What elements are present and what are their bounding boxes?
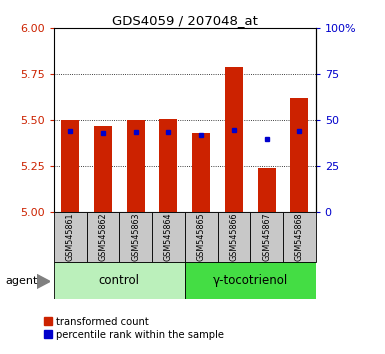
Bar xyxy=(192,133,210,212)
Polygon shape xyxy=(37,274,50,289)
Bar xyxy=(94,126,112,212)
Text: GSM545865: GSM545865 xyxy=(197,213,206,262)
Bar xyxy=(258,168,276,212)
Bar xyxy=(54,262,185,299)
Bar xyxy=(185,212,218,262)
Text: agent: agent xyxy=(6,276,38,286)
Text: GSM545863: GSM545863 xyxy=(131,213,140,262)
Text: GSM545866: GSM545866 xyxy=(229,213,238,262)
Bar xyxy=(87,212,119,262)
Bar xyxy=(152,212,185,262)
Bar xyxy=(218,212,250,262)
Bar xyxy=(225,67,243,212)
Text: GSM545864: GSM545864 xyxy=(164,213,173,262)
Bar xyxy=(127,120,145,212)
Title: GDS4059 / 207048_at: GDS4059 / 207048_at xyxy=(112,14,258,27)
Bar xyxy=(61,120,79,212)
Text: GSM545862: GSM545862 xyxy=(99,213,107,262)
Text: control: control xyxy=(99,274,140,287)
Text: GSM545867: GSM545867 xyxy=(262,213,271,262)
Text: GSM545861: GSM545861 xyxy=(66,213,75,262)
Bar xyxy=(250,212,283,262)
Bar xyxy=(54,212,87,262)
Bar xyxy=(185,262,316,299)
Bar xyxy=(283,212,316,262)
Bar xyxy=(290,98,308,212)
Legend: transformed count, percentile rank within the sample: transformed count, percentile rank withi… xyxy=(44,316,224,339)
Text: GSM545868: GSM545868 xyxy=(295,213,304,262)
Bar xyxy=(119,212,152,262)
Bar xyxy=(159,119,177,212)
Text: γ-tocotrienol: γ-tocotrienol xyxy=(213,274,288,287)
